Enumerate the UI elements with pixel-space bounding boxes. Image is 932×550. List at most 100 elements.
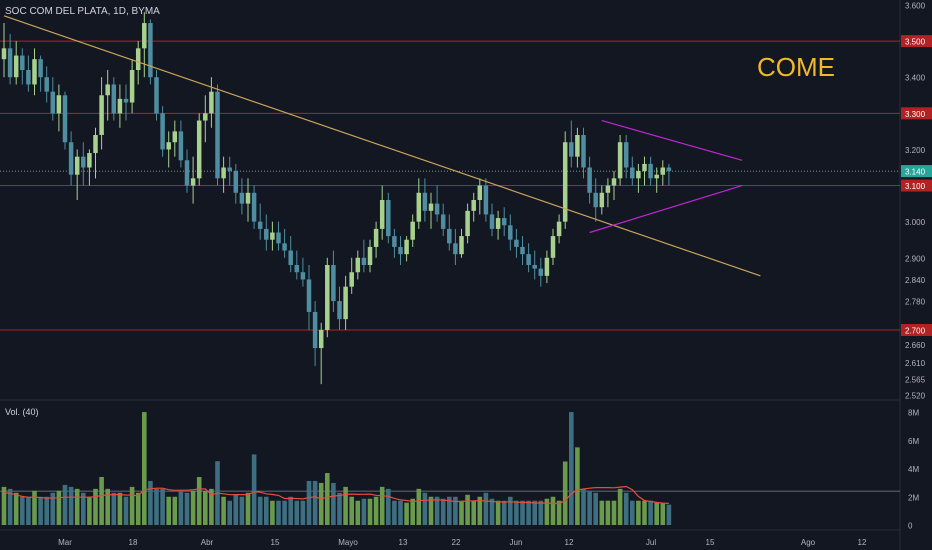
volume-bar xyxy=(544,498,550,525)
volume-axis[interactable]: 8M 6M 4M 2M 0 xyxy=(908,409,919,531)
volume-bar xyxy=(575,447,580,525)
candle-body xyxy=(386,200,391,237)
candle-body xyxy=(93,135,98,154)
volume-bar xyxy=(26,496,31,525)
candle-body xyxy=(81,156,86,168)
candle-body xyxy=(410,221,415,240)
price-tick-label: 2.660 xyxy=(905,341,926,350)
price-tick-label: 3.400 xyxy=(905,74,926,83)
candle-body xyxy=(135,48,141,70)
candle-body xyxy=(190,178,196,186)
time-tick-label: 12 xyxy=(858,538,867,547)
candle-body xyxy=(434,203,440,215)
price-axis[interactable]: 3.600 3.500 3.400 3.300 3.200 3.140 3.100 3.000… xyxy=(901,2,932,401)
candle-body xyxy=(154,77,159,114)
price-tick-label: 2.610 xyxy=(905,359,926,368)
candle-body xyxy=(276,232,281,244)
volume-bar xyxy=(166,496,171,525)
time-tick-label: Mayo xyxy=(338,538,358,547)
candle-body xyxy=(636,171,641,179)
candle-body xyxy=(544,257,550,276)
volume-bar xyxy=(117,492,123,525)
candle-body xyxy=(44,77,49,92)
volume-bar xyxy=(654,502,659,525)
time-tick-label: Abr xyxy=(201,538,214,547)
price-tick-label: 2.565 xyxy=(905,375,926,384)
volume-bar xyxy=(32,490,37,525)
volume-bar xyxy=(440,498,446,525)
candle-body xyxy=(123,98,129,103)
candle-body xyxy=(264,228,269,240)
candle-body xyxy=(666,167,672,172)
volume-bar xyxy=(62,484,68,525)
candle-body xyxy=(440,214,446,229)
volume-bar xyxy=(105,488,110,525)
volume-bar xyxy=(489,498,495,525)
grid xyxy=(0,0,901,550)
triangle-lower-line xyxy=(589,184,743,234)
chart-title: SOC COM DEL PLATA, 1D, BYMA xyxy=(5,6,160,17)
candle-body xyxy=(660,167,666,175)
time-tick-label: 22 xyxy=(452,538,461,547)
candle-body xyxy=(526,254,531,265)
candle-body xyxy=(312,311,318,349)
candle-body xyxy=(623,142,629,168)
candle-body xyxy=(520,246,525,255)
volume-bar xyxy=(142,412,147,525)
volume-bar xyxy=(209,488,214,525)
volume-bar xyxy=(520,500,525,525)
volume-tick-label: 2M xyxy=(908,493,919,502)
volume-bar xyxy=(447,496,452,525)
volume-bar xyxy=(483,492,489,525)
volume-tick-label: 6M xyxy=(908,437,919,446)
volume-bar xyxy=(550,496,556,525)
price-tick-label: 3.300 xyxy=(905,110,926,119)
candle-body xyxy=(129,70,135,103)
volume-bar xyxy=(617,488,623,525)
candle-body xyxy=(68,142,74,175)
price-tick-label: 3.200 xyxy=(905,146,926,155)
volume-bar xyxy=(642,500,647,525)
volume-bar xyxy=(623,492,629,525)
volume-bar xyxy=(422,492,428,525)
volume-bar xyxy=(160,488,165,525)
volume-bar xyxy=(386,488,391,525)
candle-body xyxy=(587,167,592,193)
candle-body xyxy=(142,23,147,49)
candle-body xyxy=(642,163,647,172)
candle-body xyxy=(215,91,220,179)
candle-body xyxy=(160,113,165,150)
price-tick-label: 3.000 xyxy=(905,218,926,227)
candle-body xyxy=(294,265,300,273)
candle-body xyxy=(648,163,653,179)
candle-body xyxy=(428,203,434,211)
volume-bar xyxy=(465,494,470,525)
candle-body xyxy=(331,265,336,302)
time-axis[interactable]: Mar 18 Abr 15 Mayo 13 22 Jun 12 Jul 15 Ago 12 xyxy=(58,538,867,547)
candle-body xyxy=(318,330,324,349)
volume-bar xyxy=(410,498,415,525)
volume-bar xyxy=(361,498,367,525)
candle-body xyxy=(508,225,513,240)
volume-bar xyxy=(129,486,135,525)
candle-body xyxy=(367,246,373,265)
candle-body xyxy=(483,185,489,215)
candle-body xyxy=(166,142,171,150)
volume-bar xyxy=(56,490,62,525)
volume-bar xyxy=(306,480,312,525)
price-tag xyxy=(901,165,932,178)
volume-bar xyxy=(300,500,306,525)
volume-bar xyxy=(526,500,531,525)
candle-body xyxy=(32,59,37,85)
volume-bar xyxy=(569,412,574,525)
volume-bar xyxy=(355,500,361,525)
candle-body xyxy=(477,185,483,200)
trendline xyxy=(3,15,761,277)
volume-bar xyxy=(251,454,257,525)
watermark-ticker: COME xyxy=(757,52,835,82)
volume-bar xyxy=(599,500,605,525)
candle-body xyxy=(1,48,7,60)
volume-bar xyxy=(373,496,379,525)
